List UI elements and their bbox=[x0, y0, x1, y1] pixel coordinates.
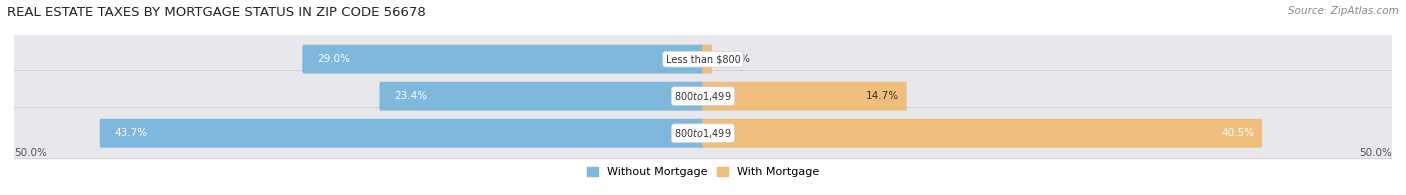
FancyBboxPatch shape bbox=[702, 119, 1263, 148]
FancyBboxPatch shape bbox=[7, 34, 1399, 85]
Text: 50.0%: 50.0% bbox=[14, 148, 46, 158]
Text: Less than $800: Less than $800 bbox=[665, 54, 741, 64]
Legend: Without Mortgage, With Mortgage: Without Mortgage, With Mortgage bbox=[582, 163, 824, 182]
Text: 43.7%: 43.7% bbox=[115, 128, 148, 138]
Text: 0.57%: 0.57% bbox=[717, 54, 751, 64]
Text: 14.7%: 14.7% bbox=[866, 91, 898, 101]
Text: $800 to $1,499: $800 to $1,499 bbox=[675, 127, 731, 140]
Text: REAL ESTATE TAXES BY MORTGAGE STATUS IN ZIP CODE 56678: REAL ESTATE TAXES BY MORTGAGE STATUS IN … bbox=[7, 6, 426, 19]
FancyBboxPatch shape bbox=[7, 71, 1399, 122]
FancyBboxPatch shape bbox=[302, 45, 704, 74]
FancyBboxPatch shape bbox=[702, 82, 907, 111]
Text: 29.0%: 29.0% bbox=[318, 54, 350, 64]
FancyBboxPatch shape bbox=[702, 45, 711, 74]
FancyBboxPatch shape bbox=[380, 82, 704, 111]
Text: 23.4%: 23.4% bbox=[394, 91, 427, 101]
Text: 50.0%: 50.0% bbox=[1360, 148, 1392, 158]
Text: Source: ZipAtlas.com: Source: ZipAtlas.com bbox=[1288, 6, 1399, 16]
FancyBboxPatch shape bbox=[7, 108, 1399, 159]
Text: $800 to $1,499: $800 to $1,499 bbox=[675, 90, 731, 103]
FancyBboxPatch shape bbox=[100, 119, 704, 148]
Text: 40.5%: 40.5% bbox=[1222, 128, 1254, 138]
